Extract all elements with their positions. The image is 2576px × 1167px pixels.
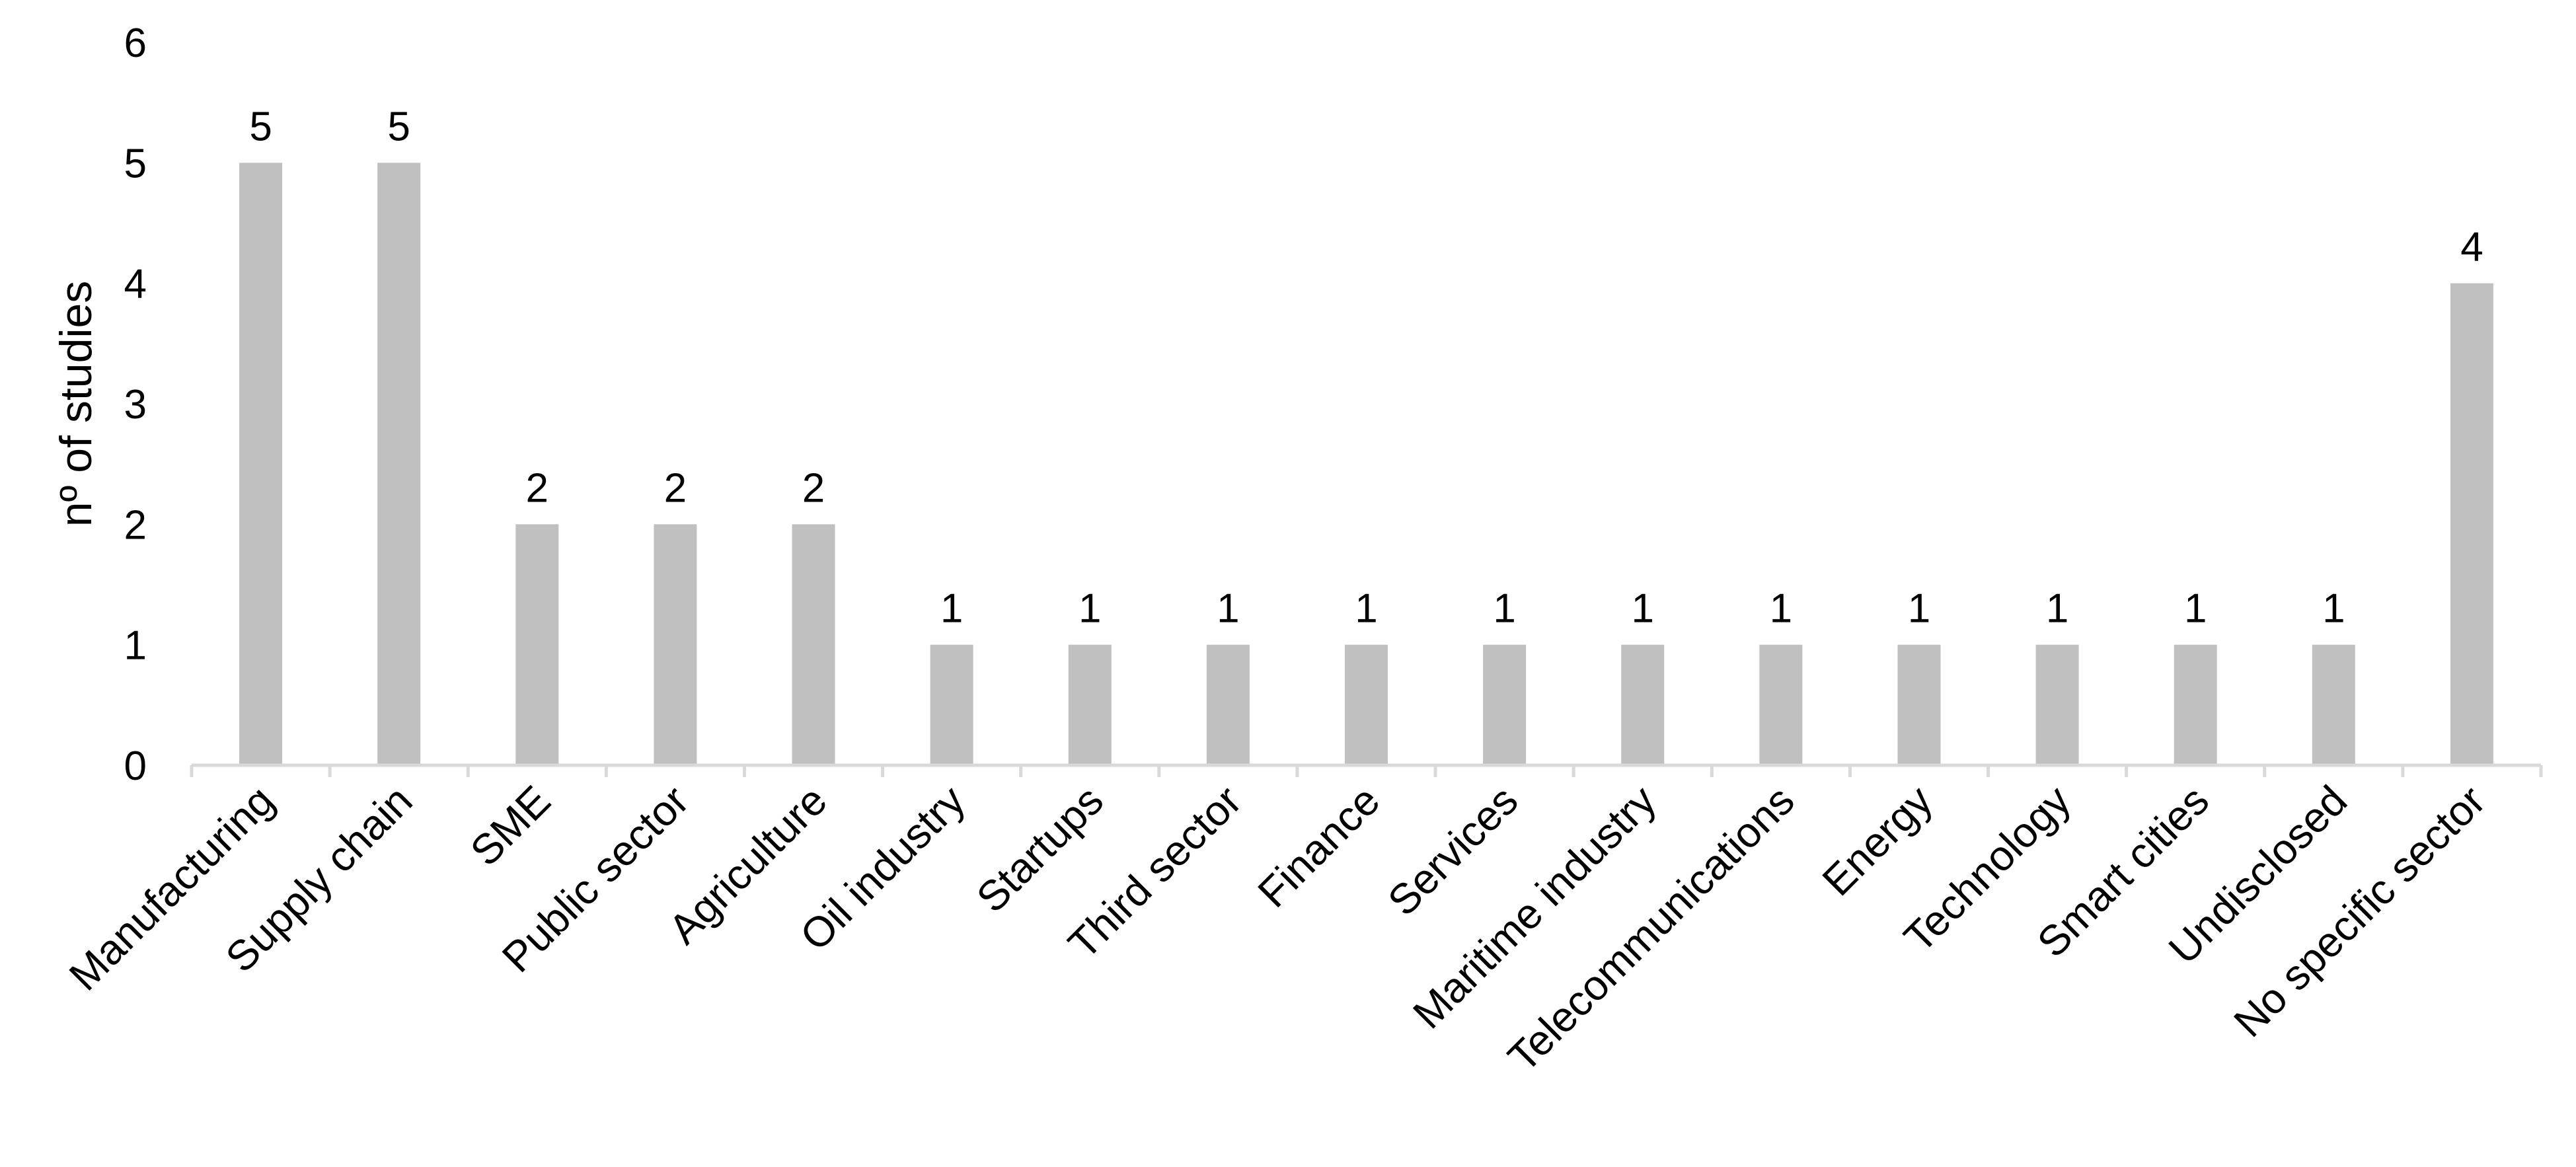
- y-tick-label: 3: [124, 382, 147, 428]
- bar: [1759, 644, 1803, 765]
- data-labels: 5 5 2 2 2 1 1 1 1 1 1 1 1 1 1 1 4: [249, 104, 2483, 631]
- bar: [377, 163, 421, 766]
- y-axis-title: nº of studies: [51, 281, 101, 527]
- y-tick-label: 0: [124, 743, 147, 789]
- bar: [2312, 644, 2355, 765]
- data-label: 1: [1493, 586, 1515, 632]
- y-tick-label: 6: [124, 20, 147, 66]
- data-label: 4: [2460, 225, 2483, 270]
- data-label: 1: [1079, 586, 1101, 632]
- y-tick-label: 4: [124, 262, 147, 307]
- data-label: 1: [1217, 586, 1239, 632]
- bar: [654, 524, 697, 765]
- bar: [2174, 644, 2217, 765]
- data-label: 1: [2046, 586, 2068, 632]
- data-label: 2: [664, 465, 687, 511]
- bar: [239, 163, 283, 766]
- x-category-label: Maritime industry: [1404, 776, 1665, 1037]
- x-category-label: No specific sector: [2224, 776, 2494, 1046]
- bar: [1206, 644, 1250, 765]
- data-label: 1: [940, 586, 963, 632]
- bar: [515, 524, 559, 765]
- data-label: 1: [2322, 586, 2345, 632]
- x-category-label: Energy: [1813, 776, 1942, 905]
- y-tick-label: 5: [124, 141, 147, 186]
- bar: [2035, 644, 2079, 765]
- bars: [239, 163, 2493, 766]
- bar: [1483, 644, 1527, 765]
- data-label: 5: [249, 104, 272, 149]
- bar: [1345, 644, 1388, 765]
- bar: [1621, 644, 1665, 765]
- bar: [1068, 644, 1112, 765]
- y-tick-label: 1: [124, 623, 147, 669]
- data-label: 2: [526, 465, 549, 511]
- data-label: 1: [1908, 586, 1930, 632]
- bar: [2450, 283, 2493, 766]
- data-label: 1: [1631, 586, 1653, 632]
- bar: [1897, 644, 1941, 765]
- x-axis-tick-marks: [190, 765, 2543, 777]
- x-category-label: SME: [461, 776, 560, 875]
- data-label: 5: [387, 104, 410, 149]
- data-label: 2: [802, 465, 825, 511]
- data-label: 1: [1355, 586, 1377, 632]
- x-category-label: Startups: [967, 776, 1112, 921]
- y-tick-label: 2: [124, 502, 147, 548]
- data-label: 1: [2184, 586, 2207, 632]
- y-axis-ticks: 0 1 2 3 4 5 6: [124, 20, 147, 789]
- bar: [792, 524, 835, 765]
- data-label: 1: [1770, 586, 1792, 632]
- x-category-label: Finance: [1248, 776, 1388, 917]
- bar: [930, 644, 973, 765]
